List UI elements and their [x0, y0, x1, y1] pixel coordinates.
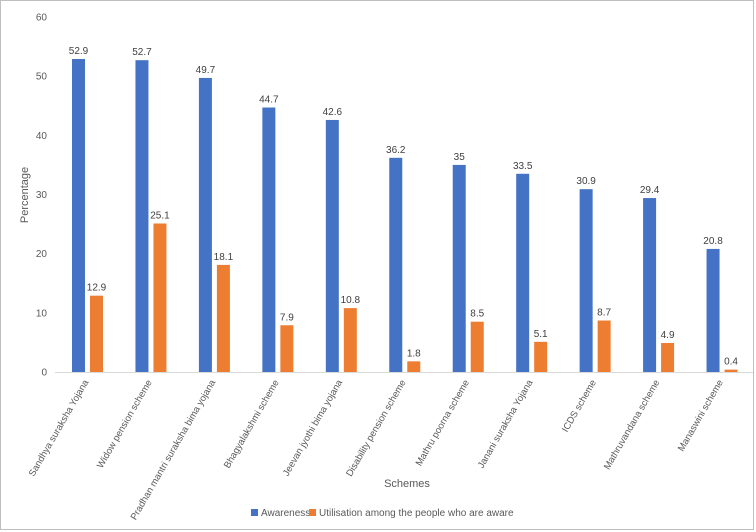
data-label-awareness: 20.8: [703, 236, 723, 247]
category-labels-group: Sandhya suraksha Yojana Widow pension sch…: [27, 377, 726, 522]
y-tick-label: 40: [36, 131, 48, 142]
category-label: Manaswini scheme: [676, 378, 726, 453]
bar-utilisation: [470, 321, 484, 372]
category-label: Bhagyalakshmi scheme: [222, 378, 282, 470]
data-label-awareness: 33.5: [513, 161, 533, 172]
category-label: Mathru poorna scheme: [414, 378, 472, 468]
bar-awareness: [262, 107, 276, 373]
data-label-awareness: 49.7: [196, 65, 216, 76]
category-label: Disability pension scheme: [344, 378, 408, 479]
data-label-utilisation: 0.4: [724, 357, 738, 368]
data-label-awareness: 44.7: [259, 95, 279, 106]
y-axis: 0 10 20 30 40 50 60: [36, 13, 48, 379]
category-label: Mathruvandana scheme: [602, 378, 662, 472]
bar-awareness: [72, 59, 85, 373]
bar-awareness: [643, 198, 657, 372]
data-label-utilisation: 1.8: [407, 348, 421, 359]
category-label: Sandhya suraksha Yojana: [27, 377, 92, 478]
y-tick-label: 0: [41, 368, 47, 379]
data-labels-group: 52.9 12.9 52.7 25.1 49.7 18.1 44.7 7.9 42.6 10.8 3…: [69, 46, 739, 368]
data-label-utilisation: 25.1: [150, 210, 170, 221]
data-label-awareness: 52.9: [69, 46, 89, 57]
category-label: Jeevan jyothi bima yojana: [281, 377, 346, 478]
y-tick-label: 10: [36, 308, 48, 319]
data-label-utilisation: 12.9: [87, 283, 107, 294]
bar-utilisation: [280, 325, 294, 372]
y-tick-label: 30: [36, 190, 48, 201]
bar-utilisation: [216, 264, 230, 372]
data-label-utilisation: 18.1: [214, 252, 234, 263]
y-tick-label: 20: [36, 249, 48, 260]
data-label-utilisation: 10.8: [341, 295, 361, 306]
legend-label-utilisation: Utilisation among the people who are awa…: [319, 508, 514, 519]
data-label-awareness: 36.2: [386, 145, 406, 156]
legend-item-awareness: Awareness: [251, 508, 310, 519]
bar-awareness: [516, 173, 530, 372]
data-label-awareness: 52.7: [132, 47, 152, 58]
data-label-utilisation: 8.5: [470, 309, 484, 320]
bar-awareness: [135, 60, 149, 373]
y-axis-title: Percentage: [19, 167, 31, 223]
bar-utilisation: [534, 341, 548, 372]
data-label-awareness: 29.4: [640, 185, 660, 196]
data-label-awareness: 35: [454, 152, 466, 163]
bar-awareness: [452, 164, 466, 372]
bar-utilisation: [90, 295, 103, 372]
legend-swatch-utilisation: [309, 509, 316, 516]
bar-utilisation: [661, 343, 675, 372]
category-label: ICDS scheme: [560, 378, 599, 434]
bar-awareness: [706, 248, 720, 372]
bar-awareness: [198, 77, 212, 373]
category-label: Janani suraksha Yojana: [476, 377, 536, 470]
bar-utilisation: [724, 369, 738, 372]
bar-utilisation: [407, 361, 421, 372]
data-label-awareness: 30.9: [576, 176, 596, 187]
data-label-utilisation: 7.9: [280, 312, 294, 323]
legend-swatch-awareness: [251, 509, 258, 516]
bars-group: [72, 59, 738, 373]
bar-utilisation: [597, 320, 611, 372]
x-axis-title: Schemes: [384, 478, 430, 490]
data-label-utilisation: 4.9: [661, 330, 675, 341]
bar-utilisation: [343, 308, 357, 372]
bar-utilisation: [153, 223, 167, 372]
y-tick-label: 50: [36, 72, 48, 83]
legend: Awareness Utilisation among the people wh…: [251, 508, 514, 519]
data-label-awareness: 42.6: [323, 107, 343, 118]
legend-label-awareness: Awareness: [261, 508, 310, 519]
data-label-utilisation: 5.1: [534, 329, 548, 340]
bar-awareness: [389, 157, 403, 372]
data-label-utilisation: 8.7: [597, 308, 611, 319]
bar-awareness: [325, 119, 339, 372]
bar-awareness: [579, 189, 593, 372]
legend-item-utilisation: Utilisation among the people who are awa…: [309, 508, 514, 519]
category-label: Widow pension scheme: [95, 378, 155, 470]
y-tick-label: 60: [36, 13, 48, 24]
